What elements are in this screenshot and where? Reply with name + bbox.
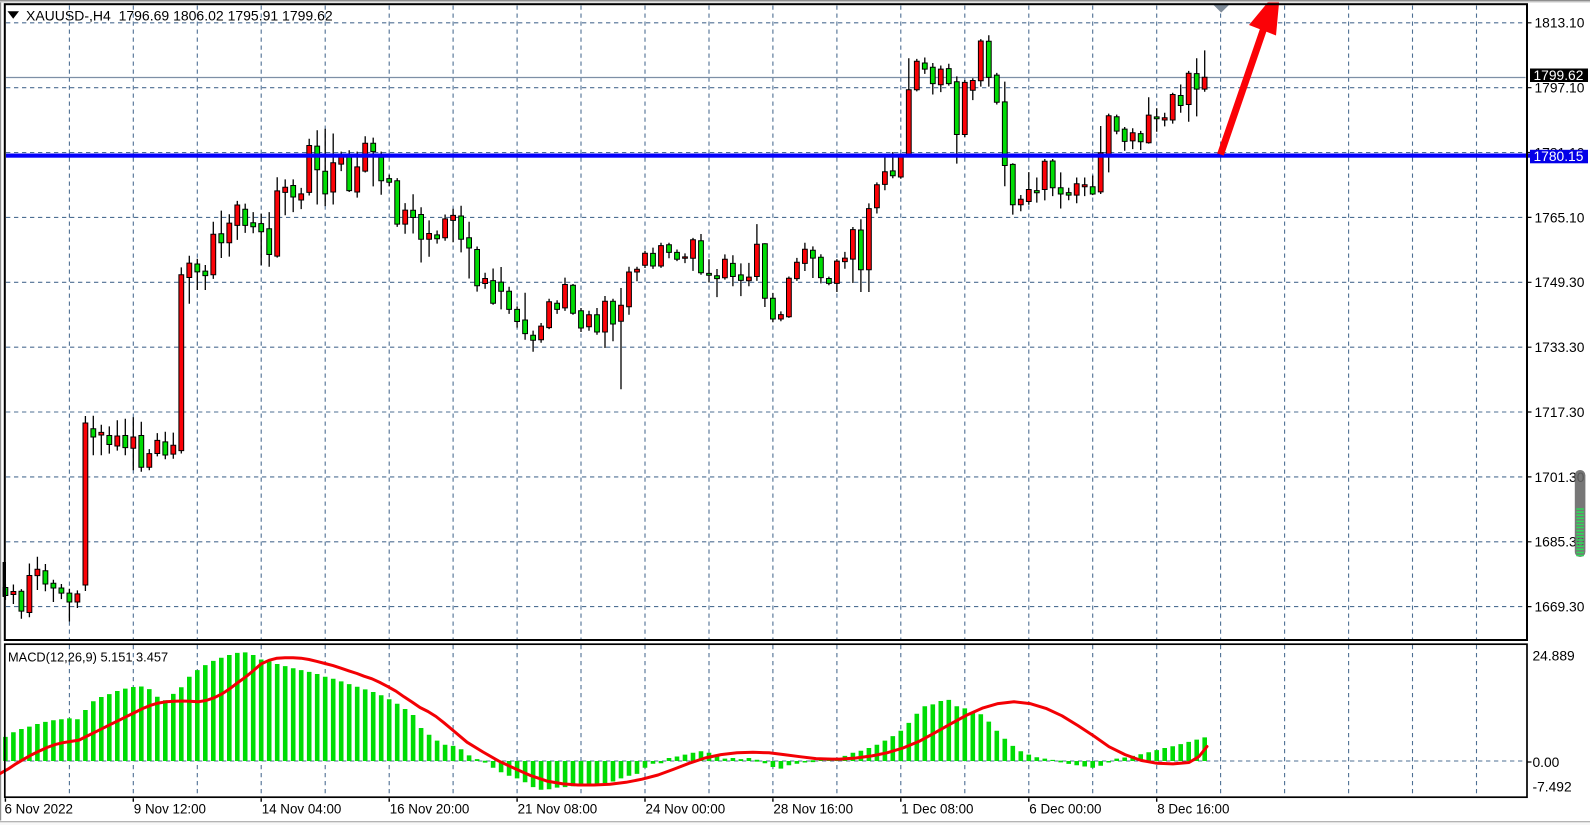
- svg-text:24 Nov 00:00: 24 Nov 00:00: [646, 802, 726, 817]
- svg-text:1733.30: 1733.30: [1535, 340, 1585, 355]
- svg-text:1813.10: 1813.10: [1535, 16, 1585, 31]
- svg-text:1780.15: 1780.15: [1534, 149, 1584, 164]
- svg-text:6 Dec 00:00: 6 Dec 00:00: [1029, 802, 1101, 817]
- svg-text:28 Nov 16:00: 28 Nov 16:00: [773, 802, 853, 817]
- svg-text:14 Nov 04:00: 14 Nov 04:00: [262, 802, 342, 817]
- svg-text:8 Dec 16:00: 8 Dec 16:00: [1157, 802, 1229, 817]
- svg-text:0.00: 0.00: [1533, 755, 1560, 770]
- svg-text:24.889: 24.889: [1533, 649, 1576, 664]
- svg-text:1749.30: 1749.30: [1535, 275, 1585, 290]
- svg-text:XAUUSD-,H4 1796.69 1806.02 17: XAUUSD-,H4 1796.69 1806.02 1795.91 1799.…: [26, 7, 333, 23]
- svg-text:21 Nov 08:00: 21 Nov 08:00: [518, 802, 598, 817]
- svg-text:6 Nov 2022: 6 Nov 2022: [5, 802, 74, 817]
- svg-text:1669.30: 1669.30: [1535, 600, 1585, 615]
- svg-text:1685.30: 1685.30: [1535, 535, 1585, 550]
- svg-text:1717.30: 1717.30: [1535, 405, 1585, 420]
- svg-text:1799.62: 1799.62: [1534, 68, 1584, 83]
- svg-text:1765.10: 1765.10: [1535, 210, 1585, 225]
- svg-text:MACD(12,26,9) 5.151 3.457: MACD(12,26,9) 5.151 3.457: [8, 650, 168, 665]
- svg-text:-7.492: -7.492: [1533, 779, 1572, 794]
- svg-text:1701.30: 1701.30: [1535, 470, 1585, 485]
- svg-text:1 Dec 08:00: 1 Dec 08:00: [901, 802, 973, 817]
- svg-text:1797.10: 1797.10: [1535, 81, 1585, 96]
- svg-text:16 Nov 20:00: 16 Nov 20:00: [390, 802, 470, 817]
- svg-text:9 Nov 12:00: 9 Nov 12:00: [134, 802, 206, 817]
